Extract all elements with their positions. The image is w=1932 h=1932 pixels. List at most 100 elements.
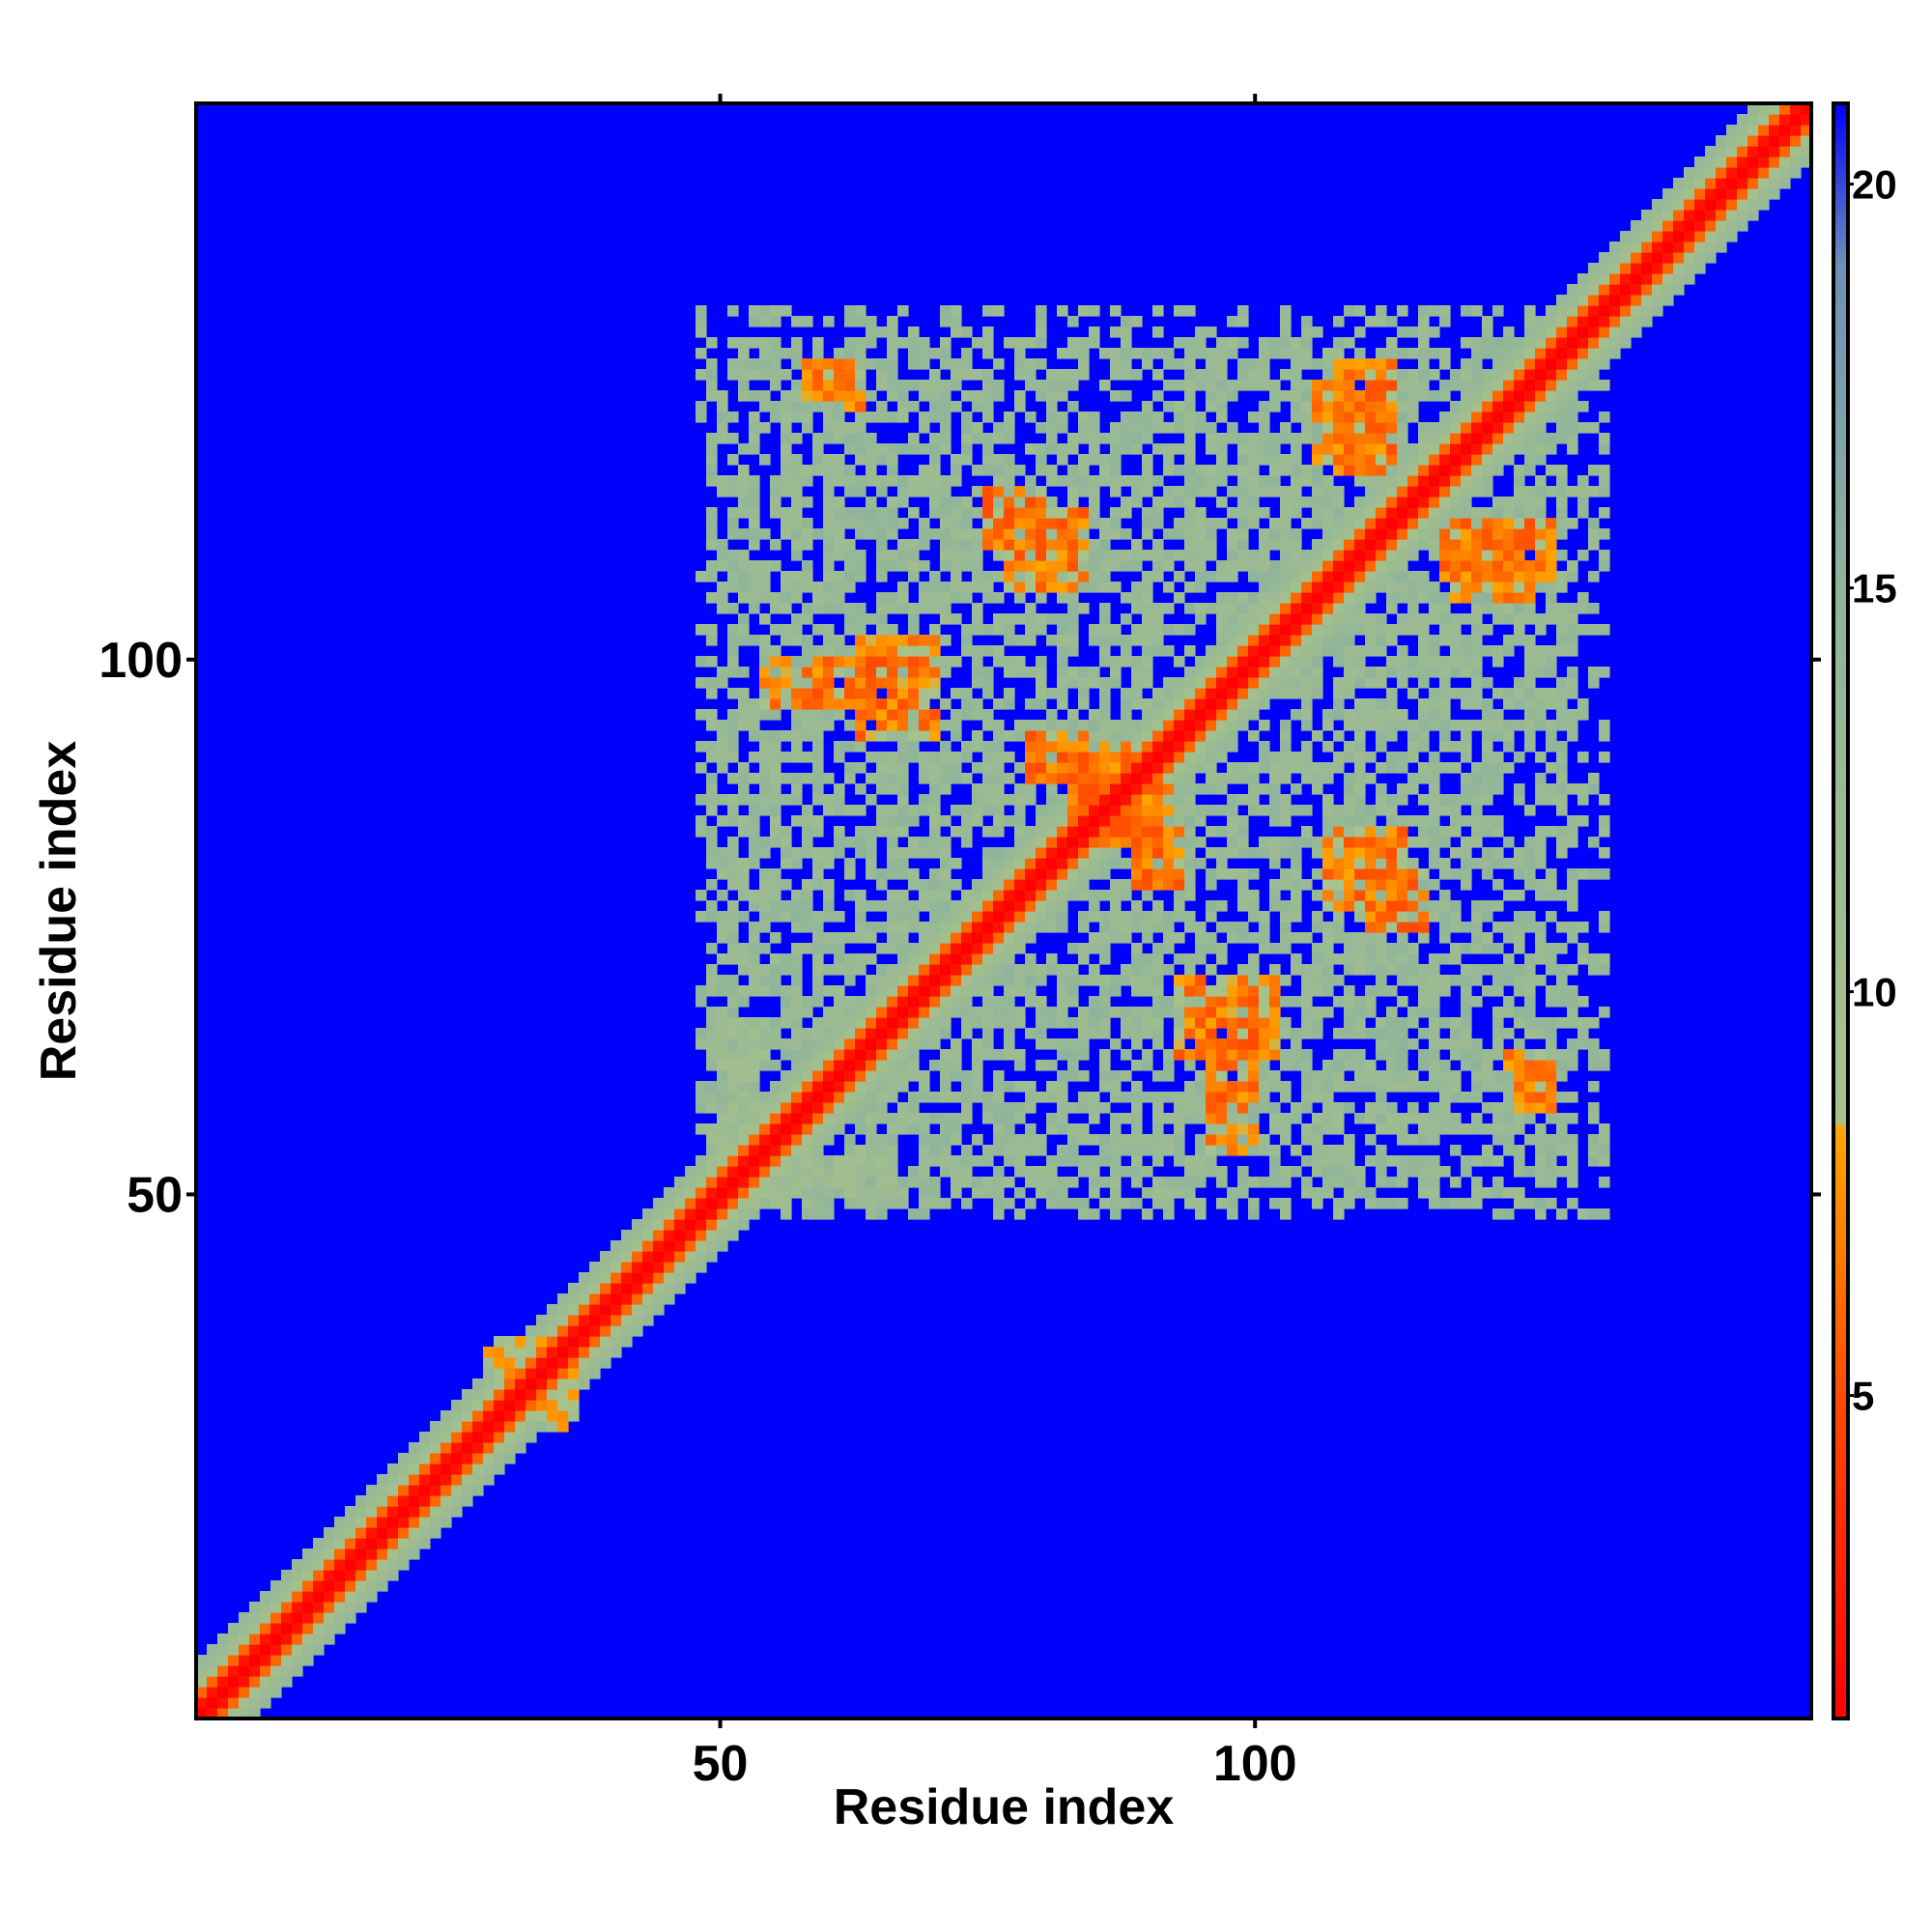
- heatmap-cell: [940, 401, 952, 412]
- heatmap-cell: [1280, 1134, 1292, 1146]
- heatmap-cell: [313, 1623, 325, 1634]
- heatmap-cell: [855, 1187, 867, 1199]
- heatmap-cell: [855, 677, 867, 689]
- heatmap-cell: [536, 1421, 548, 1433]
- heatmap-cell: [1344, 433, 1355, 444]
- heatmap-cell: [1089, 635, 1100, 646]
- heatmap-cell: [759, 528, 771, 540]
- heatmap-cell: [1301, 826, 1313, 838]
- heatmap-cell: [494, 1453, 505, 1464]
- heatmap-cell: [1397, 847, 1408, 859]
- heatmap-cell: [377, 1580, 388, 1592]
- heatmap-cell: [908, 837, 920, 848]
- heatmap-cell: [908, 1166, 920, 1178]
- heatmap-cell: [940, 380, 952, 391]
- heatmap-cell: [876, 752, 888, 763]
- heatmap-cell: [685, 1240, 696, 1252]
- heatmap-cell: [1142, 975, 1153, 986]
- heatmap-cell: [1184, 603, 1196, 614]
- heatmap-cell: [1110, 975, 1122, 986]
- heatmap-cell: [377, 1570, 388, 1581]
- heatmap-cell: [802, 688, 813, 699]
- heatmap-cell: [1418, 900, 1430, 912]
- heatmap-cell: [345, 1559, 356, 1571]
- heatmap-cell: [812, 879, 824, 891]
- heatmap-cell: [377, 1538, 388, 1549]
- heatmap-cell: [812, 369, 824, 381]
- heatmap-cell: [1365, 550, 1377, 561]
- heatmap-cell: [1110, 454, 1122, 466]
- heatmap-cell: [717, 1230, 728, 1241]
- heatmap-cell: [1206, 539, 1217, 551]
- heatmap-cell: [738, 1102, 750, 1114]
- heatmap-cell: [1386, 656, 1398, 668]
- heatmap-cell: [1280, 932, 1292, 944]
- heatmap-cell: [919, 837, 930, 848]
- heatmap-cell: [738, 720, 750, 731]
- heatmap-cell: [951, 592, 962, 604]
- heatmap-cell: [876, 1060, 888, 1071]
- heatmap-cell: [1322, 486, 1334, 497]
- heatmap-cell: [207, 1697, 218, 1709]
- heatmap-cell: [1174, 337, 1185, 349]
- heatmap-cell: [1046, 773, 1058, 784]
- heatmap-cell: [1174, 1017, 1185, 1029]
- heatmap-cell: [812, 677, 824, 689]
- heatmap-cell: [1089, 975, 1100, 986]
- heatmap-cell: [1184, 1028, 1196, 1039]
- heatmap-cell: [993, 571, 1005, 582]
- heatmap-cell: [1036, 592, 1047, 604]
- heatmap-cell: [1184, 677, 1196, 689]
- heatmap-cell: [419, 1463, 431, 1475]
- heatmap-cell: [260, 1687, 271, 1698]
- heatmap-cell: [1354, 1113, 1366, 1124]
- heatmap-cell: [1259, 922, 1270, 933]
- heatmap-cell: [1333, 443, 1345, 455]
- heatmap-cell: [430, 1485, 441, 1496]
- heatmap-cell: [759, 1145, 771, 1156]
- heatmap-cell: [1354, 826, 1366, 838]
- heatmap-cell: [1354, 794, 1366, 806]
- heatmap-cell: [791, 698, 803, 710]
- heatmap-cell: [1429, 1123, 1440, 1135]
- heatmap-cell: [770, 412, 781, 423]
- heatmap-cell: [1227, 1017, 1238, 1029]
- heatmap-cell: [1344, 688, 1355, 699]
- heatmap-cell: [706, 560, 718, 572]
- heatmap-cell: [972, 932, 983, 944]
- heatmap-cell: [876, 1092, 888, 1103]
- heatmap-cell: [1312, 433, 1323, 444]
- heatmap-cell: [217, 1634, 229, 1645]
- heatmap-cell: [706, 443, 718, 455]
- heatmap-cell: [1248, 911, 1260, 923]
- heatmap-cell: [706, 1017, 718, 1029]
- heatmap-cell: [812, 592, 824, 604]
- heatmap-cell: [1152, 1155, 1164, 1167]
- heatmap-cell: [1397, 911, 1408, 923]
- heatmap-cell: [1025, 624, 1037, 636]
- heatmap-cell: [1386, 603, 1398, 614]
- heatmap-cell: [1184, 1049, 1196, 1061]
- heatmap-cell: [844, 539, 856, 551]
- heatmap-cell: [781, 1017, 792, 1029]
- heatmap-cell: [696, 1166, 707, 1178]
- heatmap-cell: [770, 1102, 781, 1114]
- heatmap-cell: [494, 1347, 505, 1358]
- heatmap-cell: [887, 1028, 898, 1039]
- heatmap-cell: [1014, 667, 1026, 678]
- heatmap-cell: [1184, 358, 1196, 370]
- heatmap-cell: [929, 656, 941, 668]
- heatmap-cell: [1174, 1038, 1185, 1050]
- heatmap-cell: [1418, 1113, 1430, 1124]
- heatmap-cell: [1439, 422, 1451, 434]
- heatmap-cell: [1121, 1092, 1132, 1103]
- heatmap-cell: [1131, 635, 1143, 646]
- heatmap-cell: [685, 1177, 696, 1188]
- heatmap-cell: [759, 592, 771, 604]
- heatmap-cell: [1248, 1007, 1260, 1018]
- heatmap-cell: [1354, 720, 1366, 731]
- heatmap-cell: [685, 1251, 696, 1263]
- heatmap-cell: [781, 1134, 792, 1146]
- heatmap-cell: [1386, 890, 1398, 901]
- heatmap-cell: [1280, 571, 1292, 582]
